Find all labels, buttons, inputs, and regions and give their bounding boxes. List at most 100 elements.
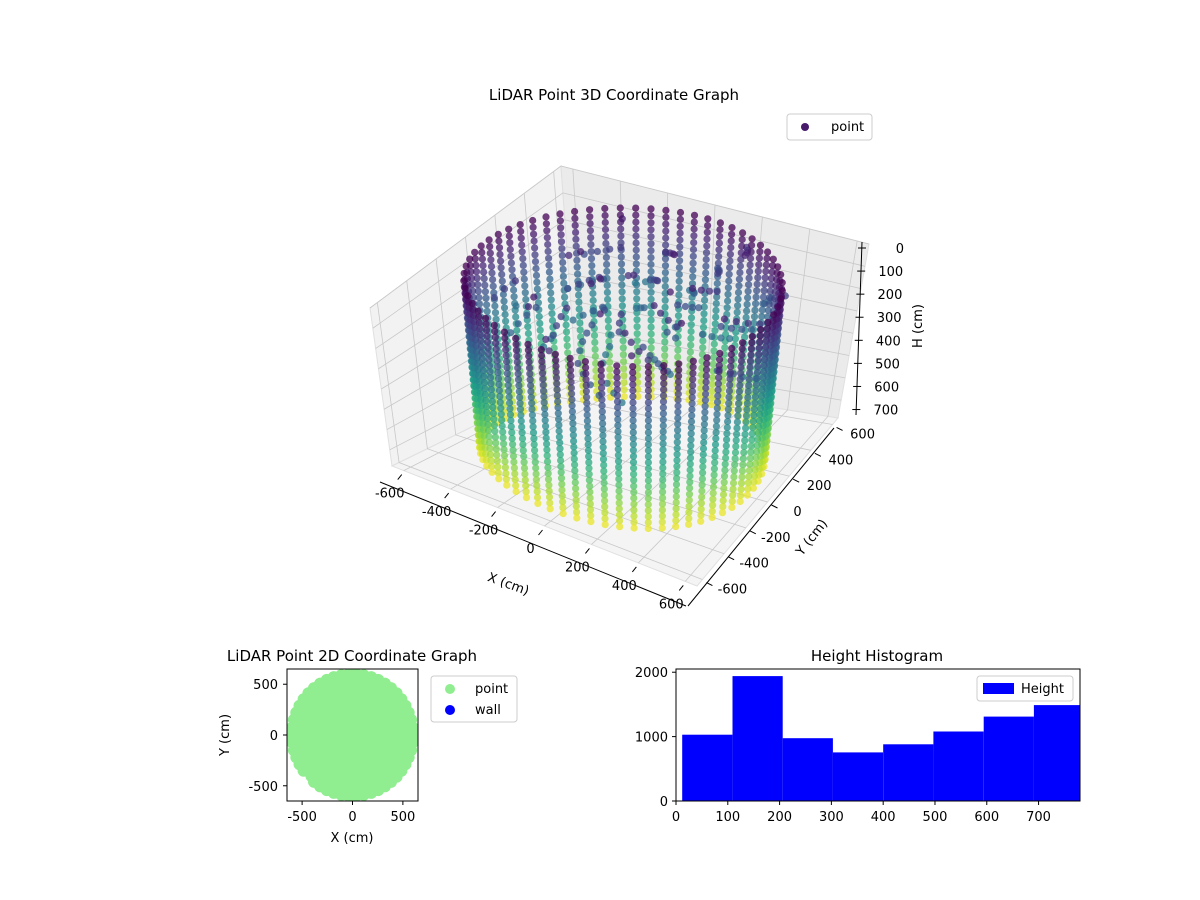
point-3d bbox=[466, 255, 474, 263]
point-3d bbox=[486, 243, 494, 251]
point-3d bbox=[473, 274, 481, 282]
point-3d bbox=[586, 213, 594, 221]
point-3d bbox=[724, 284, 733, 292]
point-3d bbox=[660, 368, 668, 376]
point-3d bbox=[614, 433, 622, 441]
point-3d bbox=[598, 390, 606, 398]
point-3d bbox=[755, 423, 763, 431]
point-3d bbox=[724, 297, 732, 305]
x-tick-label-2d: 500 bbox=[390, 810, 415, 825]
y-tick-label-hist: 0 bbox=[660, 795, 668, 810]
point-3d bbox=[569, 413, 577, 422]
point-3d bbox=[524, 303, 533, 311]
point-3d bbox=[729, 479, 738, 487]
point-3d bbox=[730, 473, 738, 481]
point-3d bbox=[702, 372, 710, 380]
point-3d bbox=[482, 403, 490, 411]
point-3d bbox=[750, 472, 759, 480]
point-3d bbox=[602, 351, 610, 359]
point-3d bbox=[758, 306, 766, 314]
point-3d bbox=[754, 429, 762, 437]
point-3d bbox=[632, 211, 640, 219]
point-3d bbox=[699, 445, 708, 453]
point-3d bbox=[489, 403, 497, 411]
point-3d bbox=[659, 446, 667, 454]
point-3d bbox=[551, 350, 560, 358]
point-3d bbox=[519, 261, 527, 269]
point-3d bbox=[522, 494, 531, 502]
point-3d bbox=[582, 369, 590, 378]
point-3d bbox=[542, 335, 550, 343]
point-3d bbox=[496, 398, 504, 406]
point-3d bbox=[674, 353, 682, 361]
point-3d bbox=[599, 449, 607, 457]
point-3d bbox=[620, 358, 628, 366]
point-3d bbox=[699, 344, 707, 352]
point-3d bbox=[630, 476, 638, 484]
point-3d bbox=[672, 498, 680, 507]
point-3d bbox=[647, 344, 655, 352]
point-3d bbox=[575, 280, 583, 288]
point-3d bbox=[494, 363, 502, 371]
point-3d bbox=[558, 245, 566, 253]
point-3d bbox=[662, 227, 670, 235]
legend-label-height: Height bbox=[1021, 682, 1064, 697]
point-3d bbox=[606, 365, 614, 373]
point-3d bbox=[544, 469, 552, 477]
point-3d bbox=[531, 452, 539, 460]
point-3d bbox=[493, 457, 501, 465]
point-3d bbox=[673, 432, 682, 440]
point-3d bbox=[557, 231, 565, 239]
point-3d bbox=[618, 295, 626, 303]
point-3d bbox=[632, 260, 640, 268]
point-3d bbox=[633, 316, 641, 324]
point-3d bbox=[708, 380, 716, 388]
point-3d bbox=[629, 386, 637, 395]
point-3d bbox=[486, 368, 494, 376]
point-3d bbox=[475, 300, 484, 308]
point-3d bbox=[559, 272, 568, 280]
point-3d bbox=[512, 313, 520, 321]
point-3d bbox=[686, 454, 695, 462]
point-3d bbox=[753, 287, 761, 295]
point-3d bbox=[660, 374, 668, 382]
point-3d bbox=[745, 473, 753, 481]
point-3d bbox=[708, 513, 716, 522]
z-tick-label-3d: 700 bbox=[873, 404, 898, 419]
point-3d bbox=[541, 416, 549, 424]
point-3d bbox=[738, 473, 746, 481]
point-3d bbox=[673, 444, 681, 452]
point-3d bbox=[748, 332, 756, 341]
point-3d bbox=[630, 470, 638, 478]
point-3d bbox=[632, 253, 640, 261]
point-3d bbox=[661, 269, 670, 277]
point-3d bbox=[570, 449, 578, 457]
point-3d bbox=[607, 331, 615, 339]
point-3d bbox=[499, 290, 507, 299]
point-3d bbox=[564, 285, 572, 293]
point-3d bbox=[661, 282, 669, 291]
point-3d bbox=[503, 363, 511, 372]
point-3d bbox=[568, 396, 576, 404]
point-3d bbox=[659, 440, 667, 448]
y-tick-3d bbox=[836, 427, 843, 431]
point-3d bbox=[506, 411, 515, 419]
point-3d bbox=[672, 334, 680, 342]
point-3d bbox=[541, 410, 549, 419]
point-3d bbox=[515, 387, 523, 396]
point-3d bbox=[480, 268, 488, 276]
point-3d bbox=[543, 446, 551, 454]
point-3d bbox=[506, 239, 514, 247]
point-3d bbox=[618, 274, 626, 282]
point-3d bbox=[576, 319, 584, 327]
point-3d bbox=[475, 294, 483, 302]
point-3d bbox=[602, 253, 611, 261]
z-tick-label-3d: 400 bbox=[876, 334, 901, 349]
point-3d bbox=[513, 326, 521, 334]
point-3d bbox=[647, 219, 655, 227]
point-3d bbox=[499, 434, 507, 442]
point-3d bbox=[743, 491, 752, 499]
point-3d bbox=[479, 367, 487, 375]
point-3d bbox=[675, 366, 683, 374]
point-3d bbox=[542, 220, 551, 228]
